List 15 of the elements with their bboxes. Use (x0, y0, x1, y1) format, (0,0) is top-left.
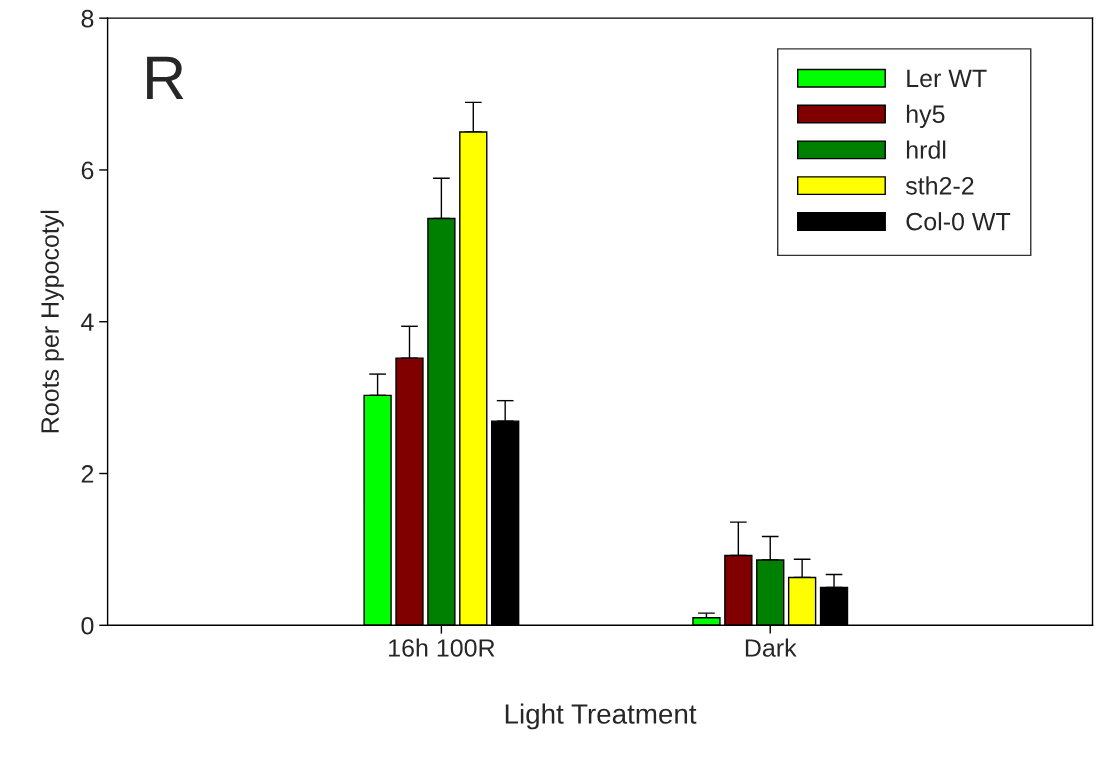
y-tick-label: 8 (81, 9, 94, 28)
y-axis-title: Roots per Hypocotyl (40, 210, 64, 433)
annotation: R (147, 56, 184, 99)
legend-label: Col-0 WT (906, 212, 1011, 231)
legend-label: Ler WT (907, 69, 987, 88)
y-tick-label: 2 (81, 465, 94, 483)
legend-label: hy5 (906, 104, 945, 128)
x-axis-title: Light Treatment (505, 703, 697, 730)
x-tick-label: 16h 100R (389, 638, 495, 657)
legend-label: hrdl (906, 140, 946, 159)
y-tick-label: 6 (81, 161, 94, 180)
y-tick-label: 4 (81, 313, 94, 331)
x-tick-label: Dark (745, 638, 797, 657)
y-tick-label: 0 (81, 616, 94, 635)
legend-label: sth2-2 (905, 176, 974, 195)
